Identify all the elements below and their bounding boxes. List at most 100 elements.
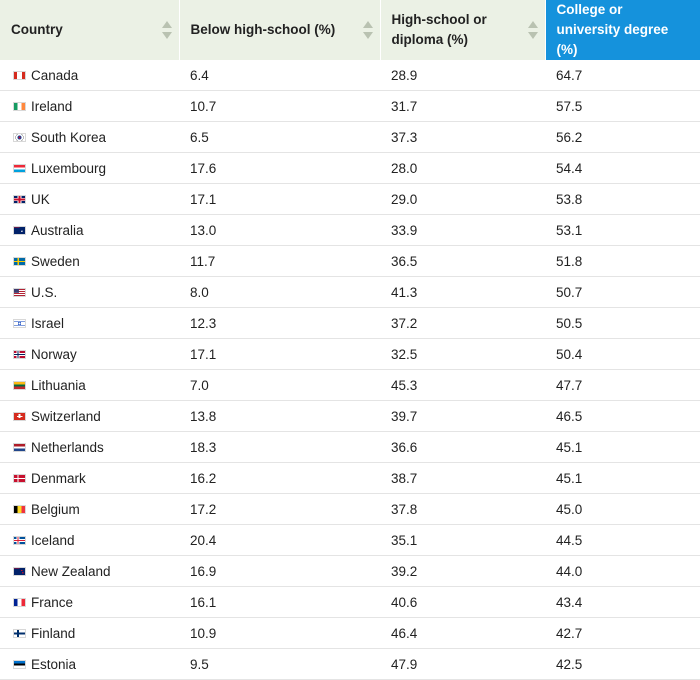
country-cell: Iceland: [0, 524, 179, 556]
denmark-flag-icon: [13, 474, 26, 484]
country-cell: Australia: [0, 214, 179, 246]
high-school-diploma-cell: 32.5: [380, 338, 545, 370]
college-degree-cell: 50.4: [545, 338, 700, 370]
below-high-school-cell: 12.3: [179, 307, 380, 339]
table-row: Australia 13.0 33.9 53.1: [0, 214, 700, 246]
new-zealand-flag-icon: [13, 567, 26, 577]
high-school-diploma-cell: 31.7: [380, 90, 545, 122]
canada-flag-icon: [13, 71, 26, 81]
high-school-diploma-cell: 37.3: [380, 121, 545, 153]
table-row: South Korea 6.5 37.3 56.2: [0, 121, 700, 153]
country-name: Belgium: [31, 501, 80, 517]
sort-arrows-icon[interactable]: [362, 19, 373, 41]
below-high-school-cell: 11.7: [179, 245, 380, 277]
table-row: Denmark 16.2 38.7 45.1: [0, 462, 700, 494]
high-school-diploma-cell: 29.0: [380, 183, 545, 215]
college-degree-cell: 45.1: [545, 431, 700, 463]
table-row: Israel 12.3 37.2 50.5: [0, 307, 700, 339]
below-high-school-cell: 6.4: [179, 60, 380, 91]
sweden-flag-icon: [13, 257, 26, 267]
country-cell: UK: [0, 183, 179, 215]
country-name: Ireland: [31, 98, 73, 114]
column-header-college-degree[interactable]: College or university degree (%): [545, 0, 700, 60]
column-header-label: College or university degree (%): [556, 2, 669, 57]
belgium-flag-icon: [13, 505, 26, 515]
below-high-school-cell: 13.0: [179, 214, 380, 246]
finland-flag-icon: [13, 629, 26, 639]
country-name: France: [31, 594, 74, 610]
country-cell: Ireland: [0, 90, 179, 122]
high-school-diploma-cell: 28.0: [380, 152, 545, 184]
college-degree-cell: 42.7: [545, 617, 700, 649]
below-high-school-cell: 20.4: [179, 524, 380, 556]
france-flag-icon: [13, 598, 26, 608]
high-school-diploma-cell: 45.3: [380, 369, 545, 401]
below-high-school-cell: 10.7: [179, 90, 380, 122]
below-high-school-cell: 17.1: [179, 338, 380, 370]
estonia-flag-icon: [13, 660, 26, 670]
country-cell: Sweden: [0, 245, 179, 277]
country-cell: Netherlands: [0, 431, 179, 463]
country-name: South Korea: [31, 129, 107, 145]
table-row: U.S. 8.0 41.3 50.7: [0, 276, 700, 308]
below-high-school-cell: 17.2: [179, 493, 380, 525]
australia-flag-icon: [13, 226, 26, 236]
table-header-row: Country Below high-school (%) High-schoo…: [0, 0, 700, 60]
table-row: Norway 17.1 32.5 50.4: [0, 338, 700, 370]
high-school-diploma-cell: 36.6: [380, 431, 545, 463]
college-degree-cell: 64.7: [545, 60, 700, 91]
below-high-school-cell: 7.0: [179, 369, 380, 401]
high-school-diploma-cell: 37.8: [380, 493, 545, 525]
column-header-label: Country: [11, 22, 63, 37]
netherlands-flag-icon: [13, 443, 26, 453]
college-degree-cell: 50.7: [545, 276, 700, 308]
uk-flag-icon: [13, 195, 26, 205]
country-cell: Switzerland: [0, 400, 179, 432]
table-row: Lithuania 7.0 45.3 47.7: [0, 369, 700, 401]
high-school-diploma-cell: 38.7: [380, 462, 545, 494]
table-row: Iceland 20.4 35.1 44.5: [0, 524, 700, 556]
college-degree-cell: 47.7: [545, 369, 700, 401]
below-high-school-cell: 16.2: [179, 462, 380, 494]
table-row: New Zealand 16.9 39.2 44.0: [0, 555, 700, 587]
table-row: Sweden 11.7 36.5 51.8: [0, 245, 700, 277]
below-high-school-cell: 18.3: [179, 431, 380, 463]
country-name: Luxembourg: [31, 160, 107, 176]
norway-flag-icon: [13, 350, 26, 360]
sort-arrows-icon[interactable]: [527, 19, 538, 41]
iceland-flag-icon: [13, 536, 26, 546]
column-header-country[interactable]: Country: [0, 0, 180, 60]
table-row: Ireland 10.7 31.7 57.5: [0, 90, 700, 122]
south-korea-flag-icon: [13, 133, 26, 143]
high-school-diploma-cell: 35.1: [380, 524, 545, 556]
country-name: Lithuania: [31, 377, 86, 393]
high-school-diploma-cell: 46.4: [380, 617, 545, 649]
college-degree-cell: 51.8: [545, 245, 700, 277]
us-flag-icon: [13, 288, 26, 298]
high-school-diploma-cell: 28.9: [380, 60, 545, 91]
country-cell: Finland: [0, 617, 179, 649]
country-name: Sweden: [31, 253, 80, 269]
switzerland-flag-icon: [13, 412, 26, 422]
country-name: Switzerland: [31, 408, 101, 424]
high-school-diploma-cell: 40.6: [380, 586, 545, 618]
country-name: Canada: [31, 67, 79, 83]
country-name: Australia: [31, 222, 84, 238]
table-row: Luxembourg 17.6 28.0 54.4: [0, 152, 700, 184]
below-high-school-cell: 17.6: [179, 152, 380, 184]
country-cell: South Korea: [0, 121, 179, 153]
israel-flag-icon: [13, 319, 26, 329]
column-header-below-high-school[interactable]: Below high-school (%): [179, 0, 381, 60]
below-high-school-cell: 6.5: [179, 121, 380, 153]
country-cell: Luxembourg: [0, 152, 179, 184]
college-degree-cell: 44.5: [545, 524, 700, 556]
country-name: Finland: [31, 625, 76, 641]
country-cell: New Zealand: [0, 555, 179, 587]
sort-arrows-icon[interactable]: [161, 19, 172, 41]
table-row: France 16.1 40.6 43.4: [0, 586, 700, 618]
country-name: Israel: [31, 315, 65, 331]
column-header-high-school-diploma[interactable]: High-school or diploma (%): [380, 0, 546, 60]
column-header-label: High-school or diploma (%): [391, 12, 487, 47]
college-degree-cell: 46.5: [545, 400, 700, 432]
college-degree-cell: 45.0: [545, 493, 700, 525]
